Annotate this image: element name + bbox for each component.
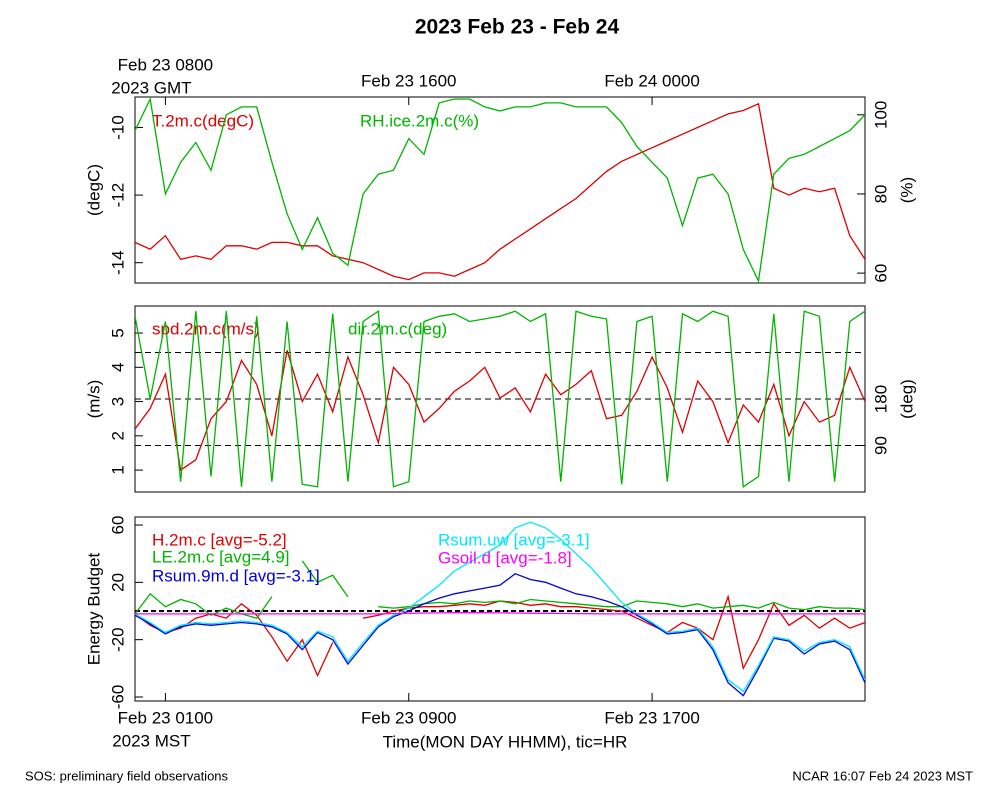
series-line [135,521,865,693]
legend-label: spd.2m.c(m/s) [152,319,260,338]
y-tick-label: 2 [108,431,127,440]
x2-tick-label: Feb 23 0800 [118,55,213,74]
legend-label: dir.2m.c(deg) [348,319,447,338]
y2-axis-label: (%) [897,177,916,203]
y-tick-label: -20 [108,627,127,652]
legend-label: H.2m.c [avg=-5.2] [152,530,287,549]
x-tick-label: Feb 23 0900 [361,708,456,727]
y-tick-label: -10 [108,115,127,140]
x-tick-label: Feb 23 1700 [604,708,699,727]
series-line [135,572,865,697]
y-tick-label: 3 [108,397,127,406]
y-tick-label: 5 [108,328,127,337]
y2-tick-label: 80 [871,184,890,203]
series-line [135,350,865,472]
y-axis-label: (m/s) [84,380,103,419]
y-tick-label: -14 [108,250,127,275]
x2-tick-label: Feb 24 0000 [604,71,699,90]
y-tick-label: 4 [108,363,127,372]
y-tick-label: 1 [108,465,127,474]
plot-frame [134,96,866,284]
x2-note: 2023 GMT [111,78,191,97]
y-tick-label: 60 [108,516,127,535]
y-tick-label: -60 [108,685,127,710]
legend-label: Rsum.9m.d [avg=-3.1] [152,566,320,585]
y2-tick-label: 100 [871,101,890,129]
legend-label: RH.ice.2m.c(%) [360,111,479,130]
footer-right: NCAR 16:07 Feb 24 2023 MST [792,768,973,783]
series-line [135,97,865,283]
y2-tick-label: 180 [871,385,890,413]
x2-tick-label: Feb 23 1600 [361,71,456,90]
x-tick-label: Feb 23 0100 [118,708,213,727]
y-tick-label: 20 [108,573,127,592]
y2-axis-label: (deg) [897,379,916,419]
series-line [135,594,865,678]
y-axis-label: (degC) [84,164,103,216]
y-tick-label: -12 [108,183,127,208]
legend-label: Rsum.uw [avg=-3.1] [438,530,590,549]
chart-title: 2023 Feb 23 - Feb 24 [415,16,620,39]
series-line [135,310,865,488]
y2-tick-label: 60 [871,264,890,283]
legend-label: Gsoil.d [avg=-1.8] [438,548,572,567]
legend-label: LE.2m.c [avg=4.9] [152,547,290,566]
x-note: 2023 MST [112,731,190,750]
x-axis-label: Time(MON DAY HHMM), tic=HR [383,732,628,751]
legend-label: T.2m.c(degC) [152,111,254,130]
y2-tick-label: 90 [871,436,890,455]
footer-left: SOS: preliminary field observations [25,768,229,783]
series-line [135,102,865,281]
series-line [135,612,865,615]
y-axis-label: Energy Budget [84,552,103,665]
